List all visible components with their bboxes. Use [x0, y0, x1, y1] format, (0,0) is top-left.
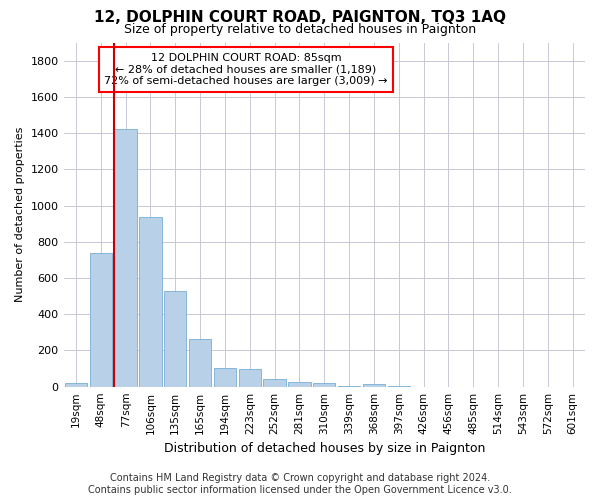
Bar [313, 384, 335, 386]
Y-axis label: Number of detached properties: Number of detached properties [15, 127, 25, 302]
Bar [189, 338, 211, 386]
Bar [115, 130, 137, 386]
Text: Size of property relative to detached houses in Paignton: Size of property relative to detached ho… [124, 22, 476, 36]
Bar [164, 290, 187, 386]
Bar [239, 370, 261, 386]
Text: 12, DOLPHIN COURT ROAD, PAIGNTON, TQ3 1AQ: 12, DOLPHIN COURT ROAD, PAIGNTON, TQ3 1A… [94, 10, 506, 25]
Bar [363, 384, 385, 386]
Bar [288, 382, 311, 386]
Text: Contains HM Land Registry data © Crown copyright and database right 2024.
Contai: Contains HM Land Registry data © Crown c… [88, 474, 512, 495]
Bar [214, 368, 236, 386]
Bar [89, 252, 112, 386]
Bar [263, 378, 286, 386]
Bar [65, 382, 87, 386]
Text: 12 DOLPHIN COURT ROAD: 85sqm
← 28% of detached houses are smaller (1,189)
72% of: 12 DOLPHIN COURT ROAD: 85sqm ← 28% of de… [104, 53, 388, 86]
Bar [139, 218, 161, 386]
X-axis label: Distribution of detached houses by size in Paignton: Distribution of detached houses by size … [164, 442, 485, 455]
